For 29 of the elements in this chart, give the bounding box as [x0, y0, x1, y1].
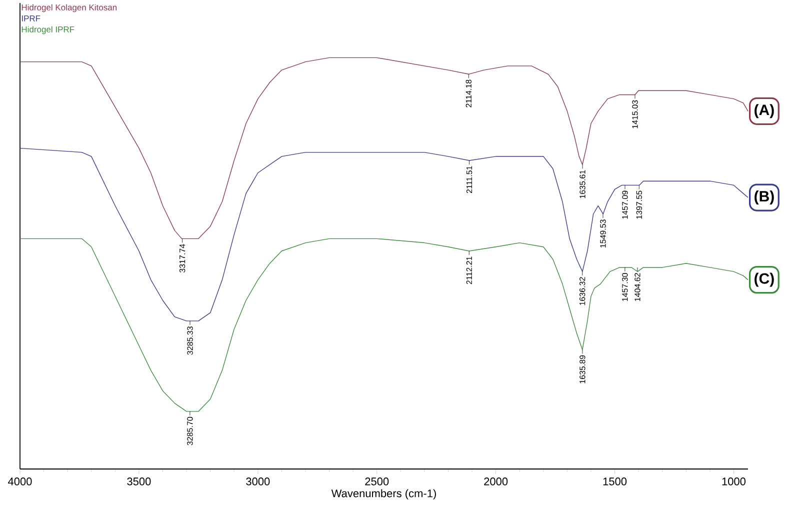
annotation: 3285.70: [187, 416, 193, 446]
annotation: 1397.55: [636, 190, 642, 219]
annotation: 1549.53: [600, 220, 606, 248]
x-tick-label: 1000: [722, 478, 746, 486]
annotation: 1457.30: [622, 272, 628, 301]
annotation: 1404.62: [634, 273, 640, 301]
text: Hidrogel Kolagen Kitosan: [22, 4, 117, 12]
x-tick-label: 1500: [603, 478, 627, 486]
annotation: (A): [754, 104, 774, 118]
annotation: (C): [754, 272, 774, 287]
x-tick-label: 2500: [365, 478, 389, 486]
annotation: 1415.03: [632, 100, 638, 128]
annotation: 2111.51: [466, 166, 472, 194]
x-tick-label: 3000: [246, 478, 270, 486]
annotation: 3285.33: [187, 326, 193, 355]
annotation: 1636.32: [580, 277, 586, 306]
annotation: 2112.21: [466, 256, 472, 284]
x-tick-label: 2000: [484, 478, 508, 486]
annotation: 3317.74: [179, 244, 186, 272]
annotation: 1635.89: [580, 355, 586, 384]
x-tick-label: 4000: [8, 478, 32, 486]
annotation: 1635.61: [580, 170, 586, 198]
x-tick-label: 3500: [127, 478, 151, 486]
annotation: 1457.09: [622, 190, 628, 219]
x-axis-title: Wavenumbers (cm-1): [331, 489, 436, 500]
text: Hidrogel IPRF: [22, 26, 74, 34]
text: IPRF: [22, 16, 40, 22]
annotation: (B): [754, 190, 774, 205]
annotation: 2114.18: [466, 80, 472, 108]
